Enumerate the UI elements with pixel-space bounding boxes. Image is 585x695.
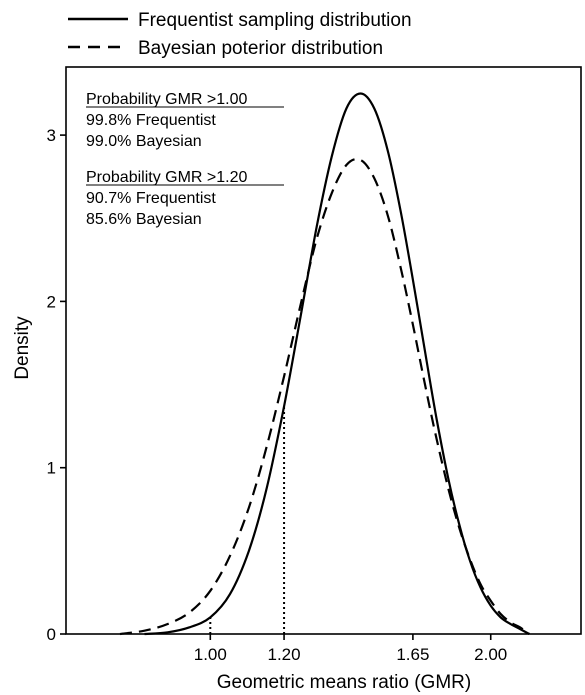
annotation-gmr-1-00: Probability GMR >1.00 99.8% Frequentist …: [86, 91, 284, 150]
x-tick-label: 2.00: [474, 645, 507, 664]
reference-lines: [209, 406, 286, 634]
y-axis-ticks: 0 1 2 3: [47, 126, 66, 644]
y-tick-label: 2: [47, 292, 56, 311]
annotation-heading: Probability GMR >1.20: [86, 169, 248, 186]
series-lines: [119, 92, 530, 636]
annotation-line: 85.6% Bayesian: [86, 211, 202, 228]
y-tick-label: 0: [47, 625, 56, 644]
y-axis-title: Density: [12, 316, 33, 380]
legend: Frequentist sampling distribution Bayesi…: [68, 10, 412, 59]
x-axis-ticks: 1.00 1.20 1.65 2.00: [194, 634, 507, 664]
x-tick-label: 1.65: [396, 645, 429, 664]
x-tick-label: 1.00: [194, 645, 227, 664]
plot-frame: [65, 66, 582, 635]
legend-label-bayesian: Bayesian poterior distribution: [138, 38, 383, 59]
y-tick-label: 1: [47, 459, 56, 478]
annotation-heading: Probability GMR >1.00: [86, 91, 248, 108]
annotation-gmr-1-20: Probability GMR >1.20 90.7% Frequentist …: [86, 169, 284, 228]
series-line-bayesian: [119, 157, 530, 636]
y-tick-label: 3: [47, 126, 56, 145]
series-line-frequentist: [144, 92, 530, 636]
x-axis-title: Geometric means ratio (GMR): [217, 672, 471, 693]
annotation-line: 90.7% Frequentist: [86, 190, 216, 207]
x-tick-label: 1.20: [268, 645, 301, 664]
annotation-line: 99.8% Frequentist: [86, 112, 216, 129]
annotation-line: 99.0% Bayesian: [86, 133, 202, 150]
legend-label-frequentist: Frequentist sampling distribution: [138, 10, 412, 31]
